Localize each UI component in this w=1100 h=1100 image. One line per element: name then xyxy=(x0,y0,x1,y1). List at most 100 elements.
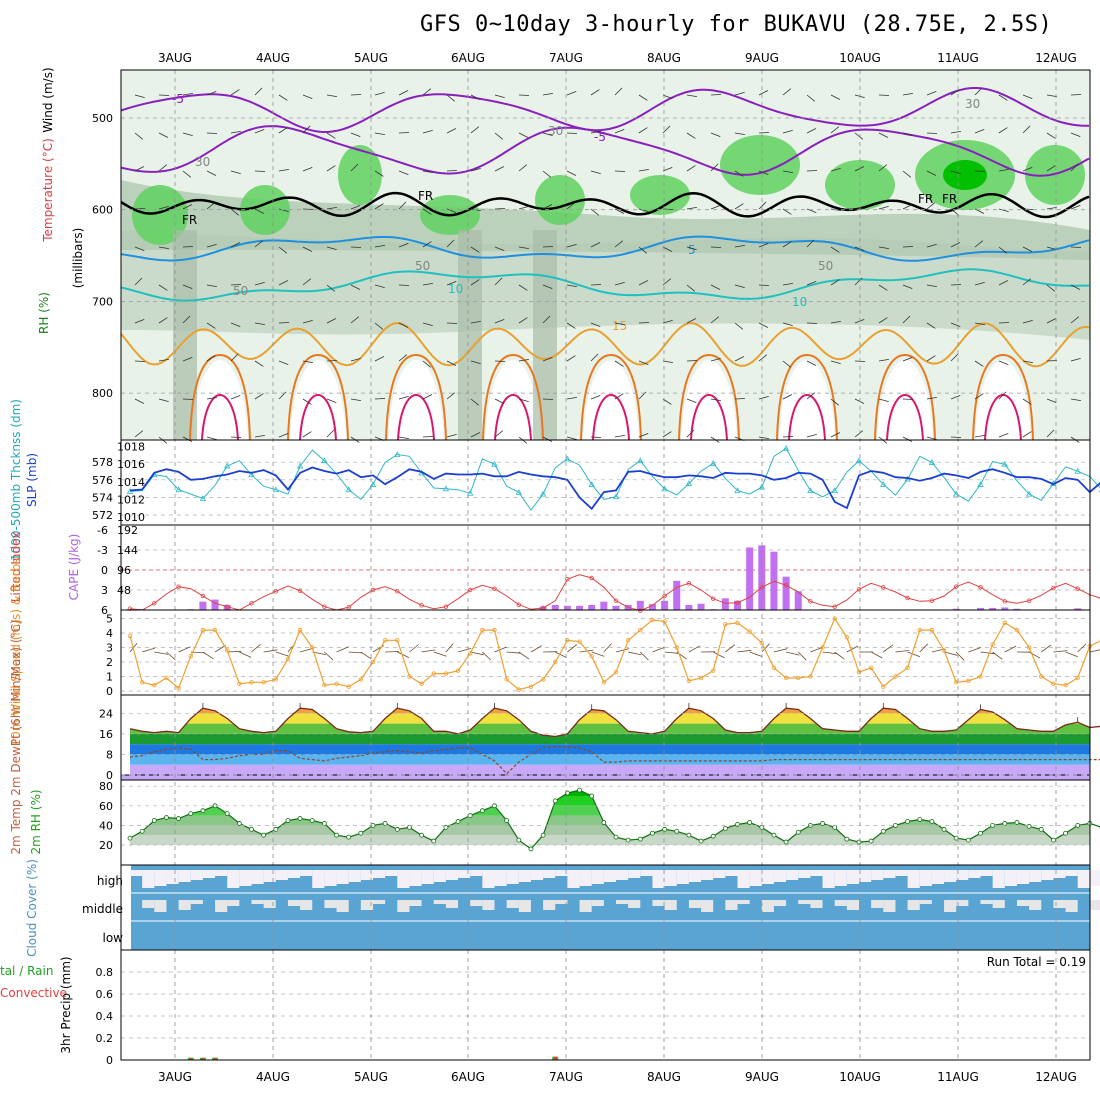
slp-marker xyxy=(1074,467,1081,474)
wind-barb xyxy=(686,132,696,139)
cloud-high-gap xyxy=(616,870,629,880)
wind-barb xyxy=(662,431,672,438)
wind-marker xyxy=(844,635,850,640)
rh-marker xyxy=(188,811,194,817)
wind-barb xyxy=(590,353,599,362)
wind-barb xyxy=(278,127,288,134)
slp-marker xyxy=(782,445,790,451)
cape-tick: 144 xyxy=(117,544,138,557)
wind-tick: 4 xyxy=(106,627,113,640)
wind-barb xyxy=(254,87,263,96)
slp-marker xyxy=(442,485,450,492)
isotherm-5 xyxy=(120,235,1090,262)
wind-barb xyxy=(1070,246,1082,248)
li-tick: -3 xyxy=(97,544,108,557)
wind-barb xyxy=(230,242,241,248)
wind-barb xyxy=(686,284,696,292)
slp-marker xyxy=(637,457,644,464)
rh-marker xyxy=(443,824,449,830)
rh-marker xyxy=(868,838,874,844)
wind-marker xyxy=(771,665,777,670)
wind-barb xyxy=(230,284,242,286)
temp-tick: 0 xyxy=(106,769,113,782)
wind-barb xyxy=(878,398,889,402)
wind-barb xyxy=(926,244,937,248)
wind-barb xyxy=(926,284,937,287)
wind-marker xyxy=(346,684,351,689)
rh-marker xyxy=(394,826,400,832)
wind-barb xyxy=(1046,132,1056,139)
isotherm-25 xyxy=(299,393,337,441)
cloud-mid-gap xyxy=(397,900,410,912)
wind-barb xyxy=(134,360,146,362)
cloud-mid-gap xyxy=(761,900,774,912)
wind-barb xyxy=(974,170,986,172)
rh-moist-blob xyxy=(630,175,690,215)
wind-barb xyxy=(158,132,169,138)
wind-barb xyxy=(686,207,697,210)
cape-bar xyxy=(685,605,693,610)
rh-marker xyxy=(321,821,327,826)
li-tick: 6 xyxy=(101,604,108,617)
wind-barb xyxy=(446,434,457,438)
wind-barb xyxy=(134,208,146,210)
slp-marker xyxy=(1001,460,1008,467)
wind-barb xyxy=(688,645,701,653)
wind-barb xyxy=(182,398,194,400)
wind-barb xyxy=(542,170,552,178)
date-label-top: 4AUG xyxy=(256,51,290,65)
wind-barb xyxy=(1070,94,1082,96)
pressure-tick: 500 xyxy=(92,112,113,125)
cape-bar xyxy=(1074,608,1082,610)
wind-label: Wind (m/s) xyxy=(41,67,55,132)
wind-barb xyxy=(542,315,551,324)
wind-barb xyxy=(710,284,721,290)
wind-barb xyxy=(254,393,264,400)
li-marker xyxy=(905,595,910,601)
slp-label: SLP (mb) xyxy=(25,453,39,507)
precip-tick: 0 xyxy=(106,1054,113,1067)
wind-speed-line xyxy=(129,617,1100,691)
slp-marker xyxy=(807,487,814,493)
cloud-high-gap xyxy=(652,870,665,888)
wind-barb xyxy=(566,284,577,287)
wind-barb xyxy=(398,170,409,175)
rh-contour-label: 50 xyxy=(818,259,833,273)
wind-barb xyxy=(278,322,290,324)
date-label-bottom: 5AUG xyxy=(354,1070,388,1084)
cloud-high-gap xyxy=(202,870,216,878)
li-tick: -6 xyxy=(97,524,108,537)
wind-barb xyxy=(974,393,984,400)
wind-barb xyxy=(749,651,763,657)
wind-marker xyxy=(820,645,825,650)
wind-barb xyxy=(878,284,888,291)
wind-marker xyxy=(310,645,315,650)
wind-barb xyxy=(398,322,409,328)
wind-barb xyxy=(566,436,577,440)
wind-barb xyxy=(206,284,217,287)
wind-barb xyxy=(998,94,1008,101)
wind-barb xyxy=(926,436,937,440)
cloud-high-gap xyxy=(810,870,823,876)
wind-barb xyxy=(662,167,673,172)
rh-moist-blob xyxy=(1025,145,1085,205)
wind-barb xyxy=(919,643,929,653)
wind-marker xyxy=(941,648,947,653)
cape-bar xyxy=(721,598,729,610)
rh-marker xyxy=(844,836,850,842)
rh-marker xyxy=(832,824,838,830)
wind-barb xyxy=(566,170,577,176)
wind-barb xyxy=(1046,318,1057,324)
cloud-high-gap xyxy=(725,870,738,876)
temp-band xyxy=(130,764,1090,775)
isotherm-label: 5 xyxy=(688,243,696,257)
run-total: Run Total = 0.19 xyxy=(987,955,1086,969)
cloud-high-gap xyxy=(846,870,859,884)
rh-band-mid xyxy=(121,230,1090,340)
wind-barb xyxy=(782,241,792,248)
cloud-mid-gap xyxy=(1065,900,1078,912)
slp-marker xyxy=(345,486,352,493)
wind-barb xyxy=(470,246,480,253)
cloud-high-gap xyxy=(543,870,556,878)
isotherm-25 xyxy=(397,393,435,441)
